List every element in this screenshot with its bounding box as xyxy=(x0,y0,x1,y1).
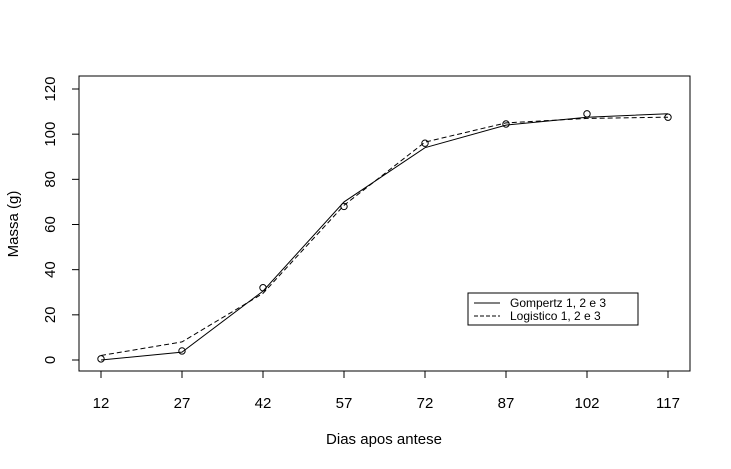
legend-box xyxy=(467,292,639,326)
observed-point xyxy=(97,355,105,363)
x-tick-label: 117 xyxy=(656,395,680,412)
x-tick-label: 57 xyxy=(336,395,353,412)
observed-point xyxy=(502,120,510,128)
observed-point xyxy=(178,347,186,355)
observed-point xyxy=(421,139,429,147)
legend-label: Logistico 1, 2 e 3 xyxy=(510,309,601,323)
observed-point xyxy=(340,202,348,211)
observed-points xyxy=(97,110,672,363)
x-tick-label: 87 xyxy=(498,395,515,412)
observed-point xyxy=(664,113,672,121)
x-tick-label: 27 xyxy=(174,395,191,412)
y-axis: 0 20 40 60 80 100 120 xyxy=(42,76,80,364)
legend-label: Gompertz 1, 2 e 3 xyxy=(510,296,606,310)
x-tick-label: 72 xyxy=(417,395,434,412)
y-tick-label: 0 xyxy=(42,356,59,364)
y-tick-label: 20 xyxy=(42,306,59,323)
x-axis-title: Dias apos antese xyxy=(326,431,442,448)
x-tick-label: 12 xyxy=(93,395,110,412)
series-line-2 xyxy=(100,116,669,356)
y-tick-label: 80 xyxy=(42,171,59,188)
y-tick-label: 100 xyxy=(42,122,59,147)
x-tick-label: 102 xyxy=(574,395,599,412)
x-axis: 12 27 42 57 72 87 102 117 xyxy=(93,370,680,412)
y-axis-title: Massa (g) xyxy=(5,191,22,258)
y-tick-label: 60 xyxy=(42,216,59,233)
y-tick-label: 40 xyxy=(42,261,59,278)
observed-point xyxy=(583,110,591,118)
series-layer xyxy=(100,113,669,361)
observed-point xyxy=(259,284,267,292)
x-tick-label: 42 xyxy=(255,395,272,412)
series-line-1 xyxy=(100,113,669,361)
plot-frame xyxy=(78,75,691,372)
y-tick-label: 120 xyxy=(42,76,59,101)
